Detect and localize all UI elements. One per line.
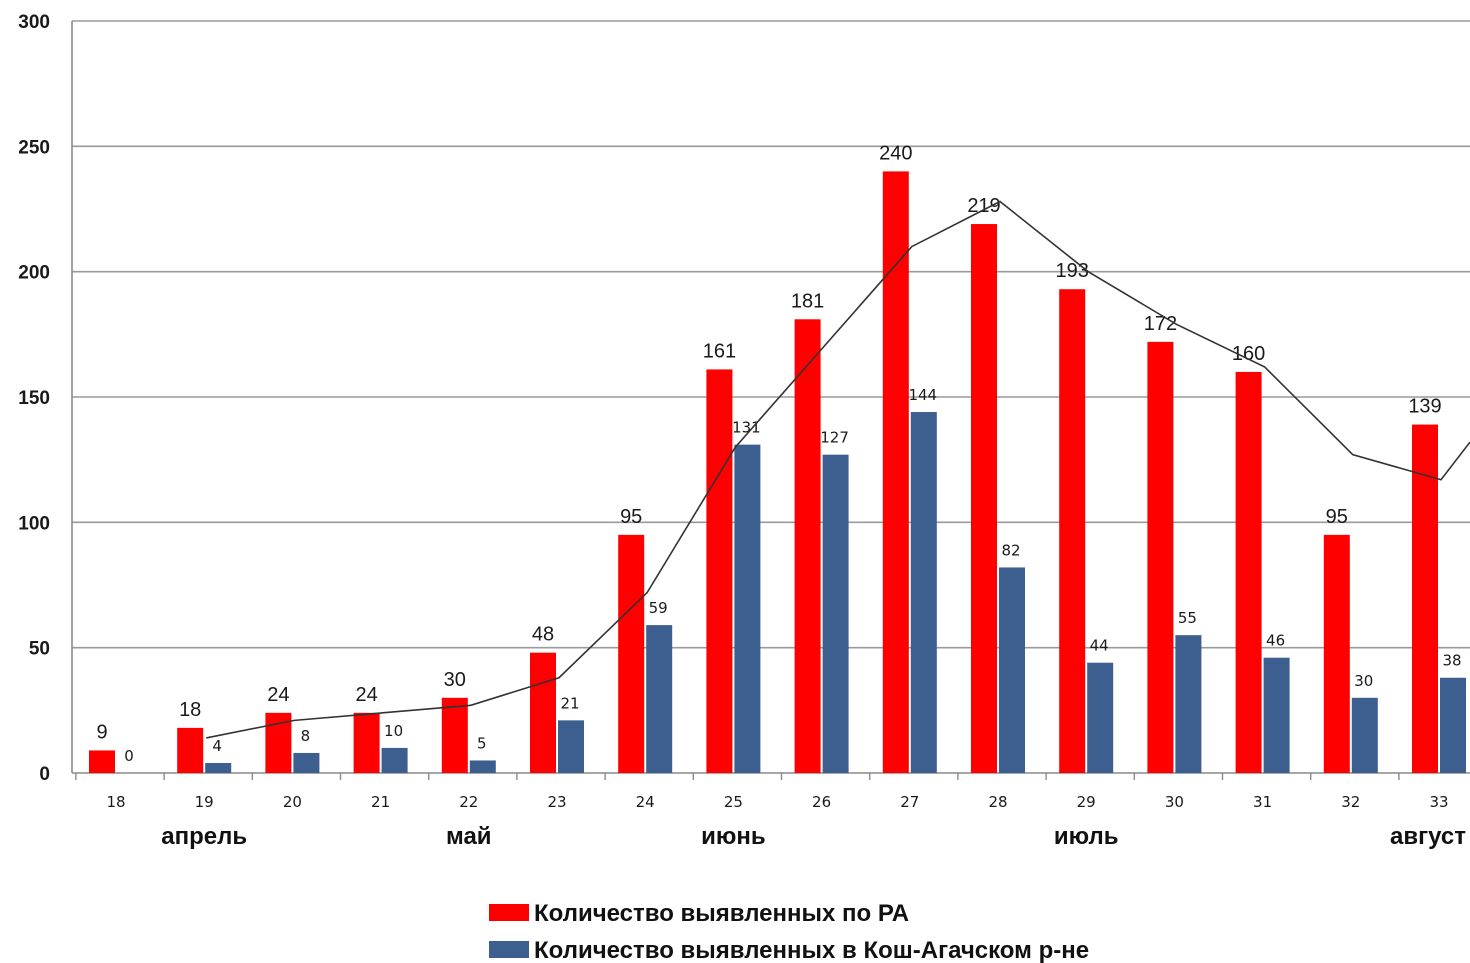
data-label-kosh-agach-31: 46 [1266, 632, 1285, 650]
bar-ra-27 [882, 171, 909, 773]
x-tick-label: 31 [1253, 793, 1272, 811]
data-label-ra-28: 219 [967, 195, 1000, 217]
bar-kosh-agach-24 [646, 625, 673, 773]
legend-label-kosh-agach: Количество выявленных в Кош-Агачском р-н… [534, 937, 1089, 963]
y-tick-label: 0 [39, 764, 50, 785]
bar-kosh-agach-20 [293, 752, 320, 773]
x-tick-label: 28 [988, 793, 1007, 811]
x-tick-label: 30 [1165, 793, 1184, 811]
bar-ra-25 [706, 369, 733, 773]
data-label-kosh-agach-25: 131 [732, 419, 761, 437]
x-tick-label: 27 [900, 793, 919, 811]
bar-kosh-agach-21 [381, 747, 408, 773]
x-tick-label: 22 [459, 793, 478, 811]
data-label-ra-19: 18 [179, 699, 201, 721]
data-label-kosh-agach-26: 127 [820, 429, 849, 447]
bar-kosh-agach-26 [822, 454, 849, 773]
bar-kosh-agach-33 [1440, 677, 1466, 773]
bar-ra-24 [618, 534, 645, 773]
y-tick-label: 200 [18, 263, 50, 284]
data-label-ra-21: 24 [355, 684, 377, 706]
bar-ra-30 [1147, 341, 1174, 773]
data-label-ra-27: 240 [879, 142, 912, 164]
bar-ra-21 [353, 712, 380, 773]
x-tick-label: 18 [106, 793, 125, 811]
month-label: апрель [161, 823, 247, 850]
data-label-ra-29: 193 [1056, 260, 1089, 282]
data-label-kosh-agach-21: 10 [384, 722, 403, 740]
legend-swatch-kosh-agach [489, 941, 529, 958]
y-tick-label: 250 [18, 137, 50, 158]
x-tick-label: 20 [283, 793, 302, 811]
data-label-ra-23: 48 [532, 624, 554, 646]
bar-ra-26 [794, 319, 821, 773]
data-label-kosh-agach-28: 82 [1001, 541, 1020, 559]
x-tick-label: 33 [1429, 793, 1448, 811]
data-label-kosh-agach-33: 38 [1442, 652, 1461, 670]
legend-swatch-ra [489, 904, 529, 921]
data-label-kosh-agach-32: 30 [1354, 672, 1373, 690]
data-label-ra-26: 181 [791, 290, 824, 312]
data-label-kosh-agach-19: 4 [212, 737, 222, 755]
x-tick-label: 19 [195, 793, 214, 811]
month-label: июнь [701, 823, 766, 850]
x-tick-label: 25 [724, 793, 743, 811]
bar-ra-28 [971, 224, 997, 774]
bar-kosh-agach-25 [734, 444, 761, 773]
month-label: май [446, 823, 492, 850]
data-label-kosh-agach-22: 5 [477, 734, 487, 752]
bar-ra-33 [1412, 424, 1438, 773]
x-tick-label: 24 [636, 793, 655, 811]
data-label-ra-30: 172 [1144, 313, 1177, 335]
data-label-kosh-agach-30: 55 [1178, 609, 1197, 627]
bar-kosh-agach-27 [910, 412, 937, 773]
data-label-kosh-agach-24: 59 [649, 599, 668, 617]
bar-kosh-agach-29 [1087, 662, 1114, 773]
bar-ra-19 [177, 727, 204, 773]
data-label-ra-24: 95 [620, 506, 642, 528]
legend-label-ra: Количество выявленных по РА [534, 900, 909, 927]
x-tick-label: 32 [1341, 793, 1360, 811]
bar-kosh-agach-28 [999, 567, 1025, 773]
bar-kosh-agach-31 [1263, 657, 1290, 773]
y-tick-label: 100 [18, 513, 50, 534]
data-label-kosh-agach-20: 8 [301, 727, 311, 745]
data-label-ra-32: 95 [1326, 506, 1348, 528]
bar-ra-22 [441, 697, 468, 773]
x-tick-label: 23 [547, 793, 566, 811]
bar-ra-31 [1235, 371, 1262, 773]
bar-kosh-agach-19 [205, 762, 232, 773]
data-label-ra-31: 160 [1232, 343, 1265, 365]
month-label: август [1390, 823, 1466, 850]
bar-ra-18 [89, 750, 115, 773]
data-label-ra-33: 139 [1408, 396, 1441, 418]
y-tick-label: 50 [29, 639, 50, 660]
bar-ra-29 [1059, 289, 1086, 773]
data-label-ra-22: 30 [444, 669, 466, 691]
data-label-ra-25: 161 [703, 340, 736, 362]
x-tick-label: 21 [371, 793, 390, 811]
data-label-kosh-agach-29: 44 [1090, 637, 1109, 655]
data-label-kosh-agach-27: 144 [908, 386, 937, 404]
bar-ra-32 [1323, 534, 1350, 773]
data-label-kosh-agach-23: 21 [560, 694, 579, 712]
bar-kosh-agach-32 [1351, 697, 1378, 773]
data-label-ra-20: 24 [267, 684, 289, 706]
bar-kosh-agach-30 [1175, 635, 1202, 773]
month-label: июль [1054, 823, 1119, 850]
data-label-kosh-agach-18: 0 [124, 747, 134, 765]
x-tick-label: 26 [812, 793, 831, 811]
bar-ra-23 [530, 652, 556, 773]
bar-kosh-agach-23 [558, 720, 584, 773]
x-tick-label: 29 [1077, 793, 1096, 811]
bar-kosh-agach-22 [469, 760, 496, 773]
trend-line [206, 200, 1470, 739]
y-tick-label: 300 [18, 12, 50, 33]
y-tick-label: 150 [18, 388, 50, 409]
data-label-ra-18: 9 [96, 721, 107, 743]
